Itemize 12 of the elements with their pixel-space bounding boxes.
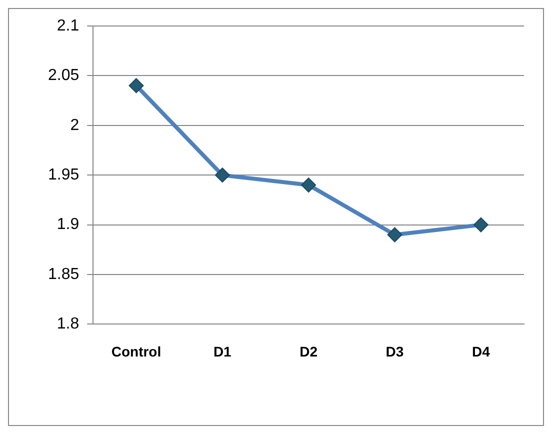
x-tick-label: Control	[111, 343, 162, 360]
y-tick-label: 2.05	[48, 67, 80, 84]
y-tick-label: 2.1	[56, 17, 80, 34]
x-tick-label: D3	[386, 343, 404, 360]
y-tick-label: 1.9	[56, 216, 80, 234]
x-tick-label: D1	[213, 343, 232, 360]
y-tick-label: 2	[70, 116, 80, 134]
y-tick-label: 1.85	[48, 266, 80, 283]
x-tick-label: D2	[300, 343, 318, 360]
y-tick-label: 1.95	[48, 166, 80, 184]
x-tick-label: D4	[472, 343, 490, 360]
y-tick-label: 1.8	[56, 316, 80, 333]
